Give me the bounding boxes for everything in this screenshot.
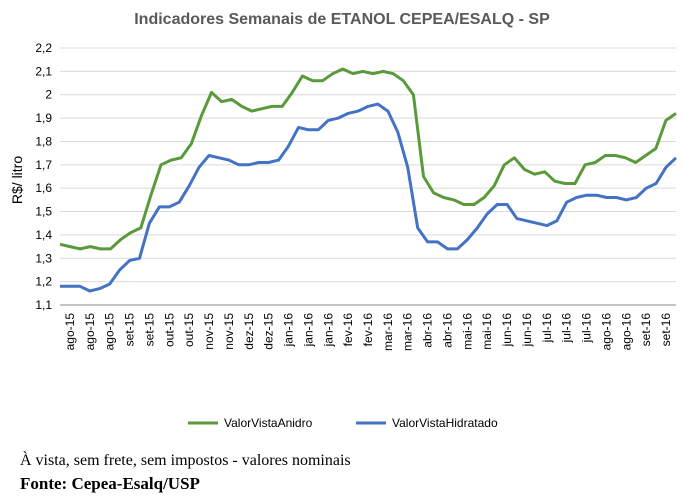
series-line-0 [59, 67, 677, 251]
x-tick-label: jun-16 [520, 313, 534, 348]
x-tick-label: ago-15 [103, 313, 117, 351]
x-tick-label: nov-15 [202, 313, 216, 350]
y-tick-label: 1,4 [35, 228, 52, 242]
x-tick-label: mar-16 [381, 313, 395, 351]
y-tick-label: 1,9 [35, 111, 52, 125]
x-tick-label: dez-15 [262, 313, 276, 350]
x-tick-label: fev-16 [361, 313, 375, 347]
y-tick-label: 1,2 [35, 275, 52, 289]
x-tick-label: out-15 [162, 313, 176, 347]
x-tick-label: fev-16 [341, 313, 355, 347]
x-tick-label: dez-15 [242, 313, 256, 350]
y-tick-label: 1,6 [35, 181, 52, 195]
y-tick-label: 1,1 [35, 298, 52, 312]
series-line-1 [60, 102, 678, 293]
footnote: À vista, sem frete, sem impostos - valor… [20, 452, 351, 469]
x-tick-label: abr-16 [421, 313, 435, 348]
x-tick-label: out-15 [182, 313, 196, 347]
x-tick-label: ago-16 [619, 313, 633, 351]
y-tick-label: 1,8 [35, 134, 52, 148]
x-tick-label: mai-16 [460, 313, 474, 350]
y-axis-label: R$/ litro [9, 156, 25, 204]
x-tick-label: set-16 [659, 313, 673, 347]
x-tick-label: jul-16 [580, 313, 594, 344]
x-tick-label: set-16 [639, 313, 653, 347]
y-tick-label: 1,5 [35, 205, 52, 219]
x-tick-label: jun-16 [500, 313, 514, 348]
source-note: Fonte: Cepea-Esalq/USP [20, 474, 200, 493]
x-tick-label: mar-16 [401, 313, 415, 351]
series-lines [59, 67, 678, 293]
x-tick-label: ago-15 [63, 313, 77, 351]
x-tick-label: jan-16 [321, 313, 335, 348]
line-chart: Indicadores Semanais de ETANOL CEPEA/ESA… [9, 11, 678, 430]
x-tick-label: jul-16 [560, 313, 574, 344]
x-tick-label: jul-16 [540, 313, 554, 344]
x-tick-label: jan-16 [282, 313, 296, 348]
x-tick-label: ago-16 [599, 313, 613, 351]
x-tick-label: set-15 [142, 313, 156, 347]
y-axis-ticks: 1,1 1,2 1,3 1,4 1,5 1,6 1,7 1,8 1,9 2 2,1 2,2 [35, 41, 52, 312]
x-axis-ticks: ago-15 ago-15 ago-15 set-15 set-15 out-15 out-… [63, 313, 673, 351]
y-tick-label: 2,1 [35, 64, 52, 78]
y-tick-label: 1,3 [35, 251, 52, 265]
x-tick-label: mai-16 [480, 313, 494, 350]
legend-label-anidro: ValorVistaAnidro [224, 416, 313, 430]
x-tick-label: set-15 [123, 313, 137, 347]
y-tick-label: 2 [45, 88, 52, 102]
x-tick-label: abr-16 [440, 313, 454, 348]
x-tick-label: ago-15 [83, 313, 97, 351]
y-tick-label: 2,2 [35, 41, 52, 55]
x-tick-label: jan-16 [301, 313, 315, 348]
gridlines [60, 47, 676, 306]
legend-label-hidratado: ValorVistaHidratado [392, 416, 498, 430]
chart-title: Indicadores Semanais de ETANOL CEPEA/ESA… [134, 11, 550, 28]
x-tick-label: nov-15 [222, 313, 236, 350]
legend: ValorVistaAnidro ValorVistaHidratado [188, 416, 498, 430]
y-tick-label: 1,7 [35, 158, 52, 172]
